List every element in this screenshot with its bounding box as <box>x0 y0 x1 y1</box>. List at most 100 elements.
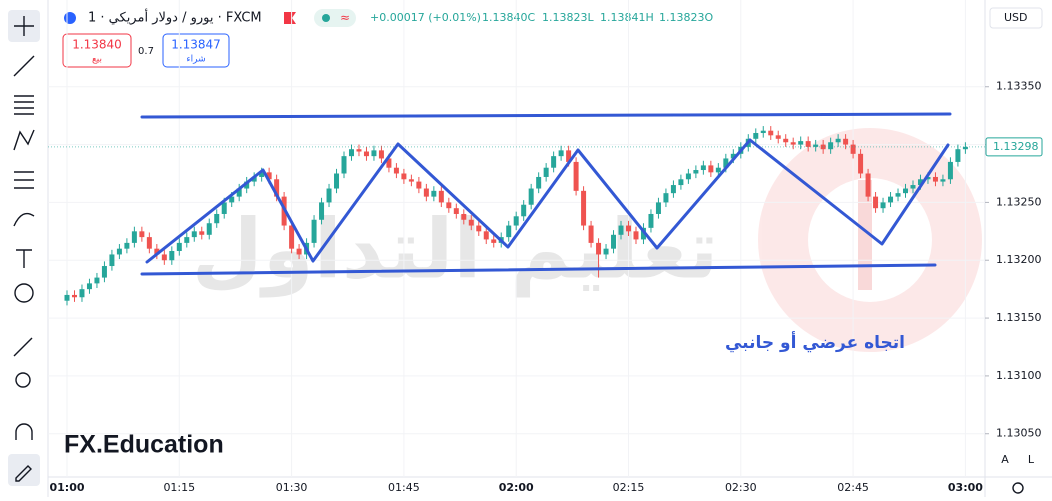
candle-body <box>468 219 474 226</box>
candle-body <box>116 248 122 255</box>
brand: FX.Education <box>64 431 224 459</box>
candle-body <box>828 142 834 150</box>
candle-body <box>214 213 220 224</box>
candle-body <box>708 165 714 173</box>
candle-body <box>363 151 369 157</box>
sell-button[interactable] <box>62 33 132 68</box>
zoom-icon[interactable] <box>15 372 31 388</box>
settings-icon[interactable] <box>1012 482 1024 494</box>
candle-body <box>573 161 579 191</box>
candle-body <box>730 153 736 159</box>
symbol-title: يورو / دولار أمريكي · 1 · FXCM <box>88 9 262 26</box>
candle-body <box>753 133 759 139</box>
zigzag-line <box>145 138 950 264</box>
log-scale-label[interactable]: L <box>1028 453 1035 466</box>
candle-body <box>393 167 399 174</box>
candle-body <box>476 225 482 232</box>
auto-scale-label[interactable]: A <box>1001 453 1009 466</box>
ruler-icon[interactable] <box>13 337 33 357</box>
sell-label[interactable]: بيع <box>92 55 102 65</box>
candle-body <box>491 239 497 243</box>
candle-body <box>566 150 572 162</box>
candle-body <box>408 179 414 182</box>
left-toolbar <box>8 10 40 486</box>
last-price-label: 1.13298 <box>993 140 1039 153</box>
candle-body <box>581 190 587 226</box>
watermark-text: تعليم التداول <box>192 202 719 298</box>
candle-body <box>378 150 384 159</box>
magnet-icon[interactable] <box>15 423 33 440</box>
candle-body <box>655 202 661 214</box>
candle-body <box>618 225 624 235</box>
symbol-flag <box>64 12 76 24</box>
candle-body <box>289 225 295 249</box>
candle-body <box>229 196 235 203</box>
candle-body <box>416 181 422 189</box>
candle-body <box>266 172 272 180</box>
candle-body <box>348 149 354 157</box>
candle-body <box>528 188 534 205</box>
projection-icon[interactable] <box>14 171 34 189</box>
candle-body <box>895 193 901 197</box>
candle-body <box>693 170 699 174</box>
candle-body <box>274 179 280 197</box>
fib-icon[interactable] <box>14 95 34 115</box>
candle-body <box>334 173 340 189</box>
ohlc-low: 1.13823L <box>542 11 594 24</box>
candle-body <box>124 242 130 249</box>
currency-button[interactable] <box>989 7 1043 29</box>
emoji-icon[interactable] <box>14 283 34 303</box>
sell-price[interactable]: 1.13840 <box>72 38 122 52</box>
text-icon[interactable] <box>16 249 32 268</box>
brush-icon[interactable] <box>13 212 35 227</box>
flag-icon[interactable] <box>284 12 296 24</box>
annotation: اتجاه عرضي أو جانبي <box>725 331 905 353</box>
candle-body <box>423 188 429 197</box>
candle-body <box>813 144 819 147</box>
candle-body <box>880 202 886 209</box>
resistance-line <box>140 112 952 119</box>
candle-body <box>101 266 107 278</box>
candle-body <box>251 176 257 182</box>
candle-body <box>259 172 265 177</box>
candle-body <box>543 167 549 177</box>
candle-body <box>805 141 811 147</box>
buy-label[interactable]: شراء <box>186 55 205 65</box>
candle-body <box>962 146 968 150</box>
candle-body <box>678 179 684 186</box>
candle-body <box>640 227 646 240</box>
candle-body <box>715 167 721 173</box>
candle-body <box>221 202 227 214</box>
candle-body <box>206 223 212 235</box>
buy-price[interactable]: 1.13847 <box>171 38 221 52</box>
x-tick-label: 02:45 <box>837 481 869 494</box>
status-pill <box>314 9 356 27</box>
status-dot <box>322 14 330 22</box>
candle-body <box>191 231 197 238</box>
candle-body <box>917 179 923 186</box>
candle-body <box>341 156 347 174</box>
candle-body <box>663 193 669 203</box>
candle-body <box>925 176 931 180</box>
pattern-icon[interactable] <box>13 129 35 151</box>
candle-body <box>438 190 444 203</box>
candle-body <box>551 156 557 168</box>
trendline-icon[interactable] <box>13 55 35 77</box>
candle-body <box>71 294 77 298</box>
crosshair-icon[interactable] <box>14 16 34 36</box>
candle-body <box>558 150 564 157</box>
y-tick-label: 1.13100 <box>996 369 1042 382</box>
lock-draw-icon[interactable] <box>15 465 32 482</box>
candle-body <box>536 176 542 189</box>
currency[interactable]: USD <box>1004 11 1028 24</box>
auto-scale-button[interactable] <box>996 450 1014 470</box>
candle-body <box>760 130 766 134</box>
candle-body <box>461 213 467 220</box>
candle-body <box>199 231 205 235</box>
support-line <box>140 263 937 276</box>
x-tick-label: 01:45 <box>388 481 420 494</box>
candle-body <box>910 185 916 189</box>
candle-body <box>798 141 804 145</box>
candle-body <box>648 213 654 228</box>
